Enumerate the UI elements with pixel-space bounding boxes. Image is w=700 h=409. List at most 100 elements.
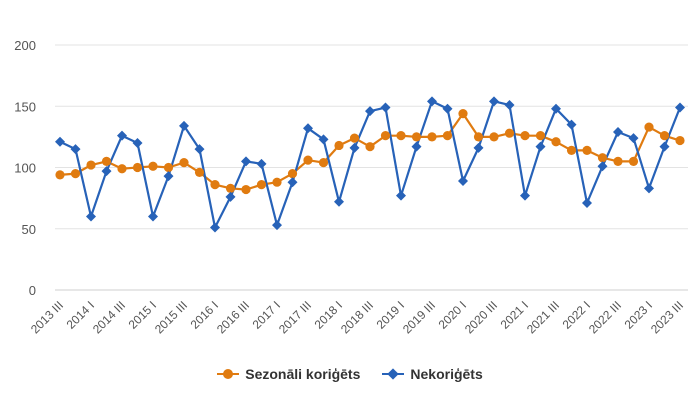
legend-item-unadjusted[interactable]: Nekoriģēts — [382, 366, 483, 382]
y-tick-label: 100 — [14, 161, 36, 176]
data-point-circle — [659, 131, 670, 141]
data-point-diamond — [489, 96, 499, 107]
x-tick-label: 2016 III — [214, 298, 252, 336]
data-point-diamond — [535, 141, 546, 152]
data-point-circle — [504, 128, 515, 138]
data-point-circle — [256, 180, 267, 190]
data-point-circle — [613, 156, 623, 166]
data-point-diamond — [473, 142, 484, 153]
data-point-diamond — [272, 220, 282, 231]
data-point-diamond — [613, 126, 623, 137]
data-point-diamond — [582, 198, 592, 209]
y-tick-label: 150 — [14, 99, 36, 114]
legend-marker-0 — [223, 369, 234, 379]
x-tick-label: 2021 III — [524, 298, 562, 336]
data-point-diamond — [566, 119, 577, 130]
data-point-circle — [241, 184, 251, 195]
data-point-diamond — [644, 183, 654, 194]
data-point-diamond — [303, 123, 313, 134]
data-point-diamond — [396, 190, 406, 201]
data-point-circle — [644, 122, 654, 132]
y-tick-label: 200 — [14, 38, 36, 53]
data-point-circle — [179, 158, 189, 168]
data-point-circle — [473, 132, 484, 142]
data-point-diamond — [365, 106, 375, 117]
data-point-circle — [210, 180, 220, 190]
data-point-diamond — [551, 103, 561, 114]
data-point-circle — [303, 155, 313, 165]
data-point-circle — [318, 158, 329, 168]
x-tick-label: 2015 III — [152, 298, 190, 336]
x-tick-label: 2022 III — [586, 298, 624, 336]
data-point-diamond — [225, 191, 236, 202]
data-point-circle — [628, 156, 639, 166]
legend-marker-1 — [387, 368, 400, 380]
data-point-diamond — [597, 161, 608, 172]
data-point-diamond — [148, 211, 158, 222]
data-point-circle — [117, 164, 127, 174]
data-point-circle — [55, 170, 65, 180]
data-point-circle — [194, 167, 205, 177]
x-tick-label: 2014 III — [90, 298, 128, 336]
data-point-diamond — [675, 102, 685, 113]
data-point-circle — [458, 109, 468, 119]
data-point-diamond — [659, 141, 670, 152]
x-tick-label: 2019 III — [400, 298, 438, 336]
data-point-diamond — [210, 222, 220, 233]
y-tick-label: 0 — [29, 283, 36, 298]
data-point-circle — [132, 162, 143, 173]
x-tick-label: 2023 III — [648, 298, 686, 336]
data-point-diamond — [458, 175, 468, 186]
data-point-circle — [272, 177, 282, 187]
data-point-circle — [349, 133, 360, 143]
data-point-circle — [551, 137, 561, 147]
data-point-circle — [287, 169, 298, 179]
data-point-circle — [520, 131, 530, 141]
legend: Sezonāli koriģēts Nekoriģēts — [0, 366, 700, 382]
data-point-diamond — [163, 171, 174, 182]
x-tick-label: 2018 III — [338, 298, 376, 336]
data-point-diamond — [241, 156, 251, 167]
data-point-diamond — [287, 177, 298, 188]
data-point-circle — [427, 132, 437, 142]
data-point-diamond — [349, 142, 360, 153]
legend-item-seasonally-adjusted[interactable]: Sezonāli koriģēts — [217, 366, 360, 382]
data-point-diamond — [427, 96, 437, 107]
data-point-circle — [148, 161, 158, 171]
data-point-circle — [101, 156, 112, 166]
data-point-circle — [396, 131, 406, 141]
data-point-diamond — [70, 144, 81, 155]
data-point-circle — [163, 162, 174, 173]
data-point-diamond — [442, 103, 453, 114]
data-point-circle — [675, 135, 685, 146]
data-point-diamond — [504, 100, 515, 111]
data-point-diamond — [55, 136, 65, 147]
data-point-circle — [489, 132, 499, 142]
series-markers — [55, 96, 685, 233]
y-axis-tick-labels: 0 50 100 150 200 — [14, 38, 36, 298]
y-tick-label: 50 — [22, 222, 36, 237]
data-point-circle — [334, 140, 344, 151]
data-point-circle — [86, 160, 96, 170]
legend-circle-icon — [217, 368, 240, 380]
data-point-diamond — [318, 134, 329, 145]
data-point-diamond — [628, 133, 639, 144]
data-point-diamond — [117, 130, 127, 141]
data-point-circle — [225, 183, 236, 193]
legend-label: Sezonāli koriģēts — [245, 366, 361, 382]
data-point-diamond — [380, 102, 391, 113]
data-point-diamond — [411, 141, 422, 152]
x-tick-label: 2013 III — [28, 298, 66, 336]
data-point-diamond — [194, 144, 205, 155]
data-point-diamond — [101, 166, 112, 177]
data-point-diamond — [334, 196, 344, 207]
data-point-diamond — [86, 211, 96, 222]
data-point-circle — [380, 131, 391, 141]
legend-label: Nekoriģēts — [410, 366, 483, 382]
data-point-circle — [566, 145, 577, 155]
data-point-diamond — [132, 138, 143, 148]
data-point-circle — [70, 169, 81, 179]
